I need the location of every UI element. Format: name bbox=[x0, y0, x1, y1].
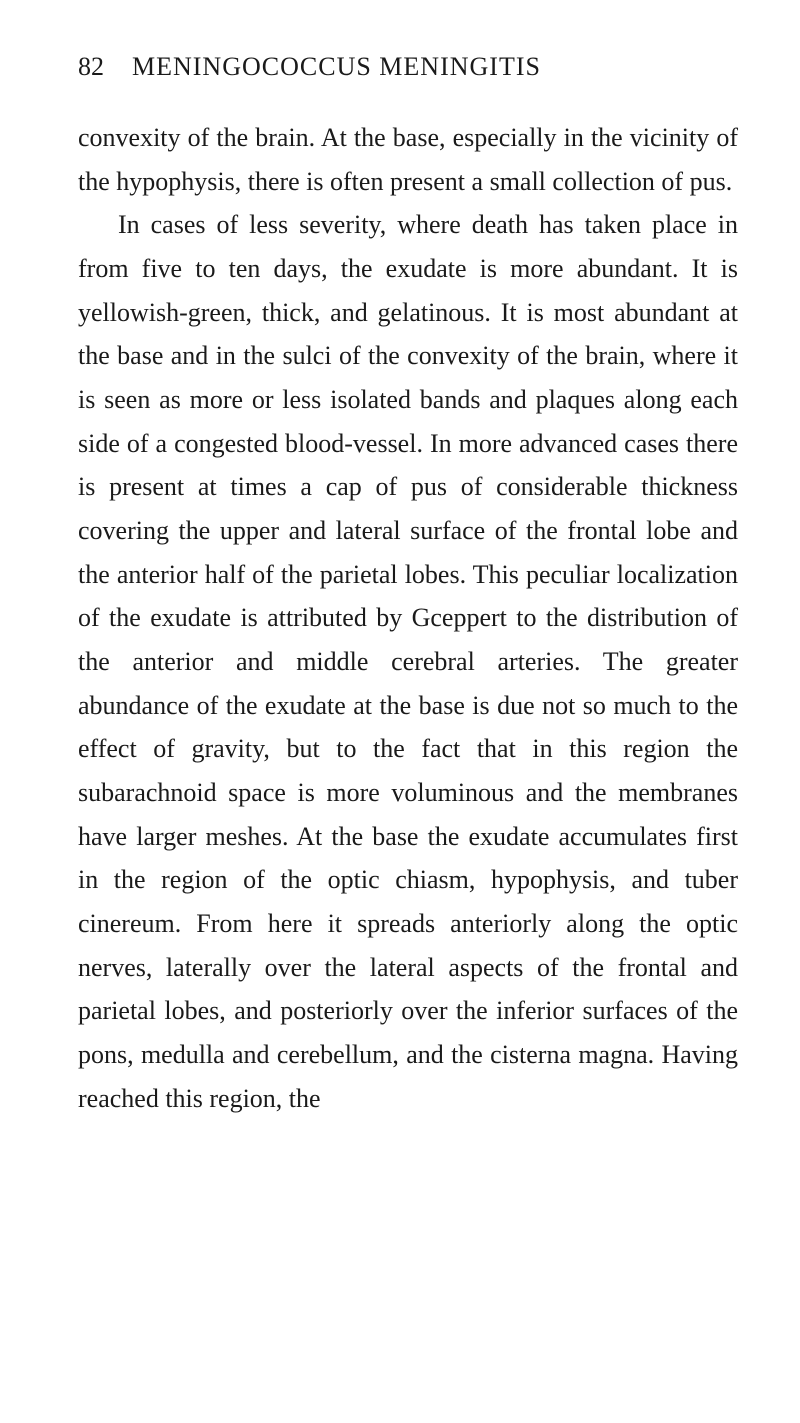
page-number: 82 bbox=[78, 52, 104, 82]
page-header: 82 MENINGOCOCCUS MENINGITIS bbox=[78, 52, 738, 82]
paragraph-1: convexity of the brain. At the base, esp… bbox=[78, 116, 738, 203]
paragraph-2: In cases of less severity, where death h… bbox=[78, 203, 738, 1120]
page-title: MENINGOCOCCUS MENINGITIS bbox=[132, 52, 541, 82]
body-text: convexity of the brain. At the base, esp… bbox=[78, 116, 738, 1120]
